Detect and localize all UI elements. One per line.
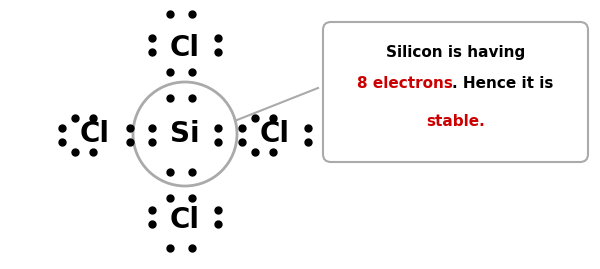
Text: Si: Si	[170, 120, 200, 148]
Text: Cl: Cl	[260, 120, 290, 148]
Text: stable.: stable.	[426, 115, 485, 129]
FancyBboxPatch shape	[323, 22, 588, 162]
Text: Silicon is having: Silicon is having	[386, 44, 525, 59]
Text: Cl: Cl	[170, 34, 200, 62]
Text: . Hence it is: . Hence it is	[452, 76, 554, 91]
Text: 8 electrons: 8 electrons	[356, 76, 452, 91]
Text: Cl: Cl	[80, 120, 110, 148]
Text: Cl: Cl	[170, 206, 200, 234]
